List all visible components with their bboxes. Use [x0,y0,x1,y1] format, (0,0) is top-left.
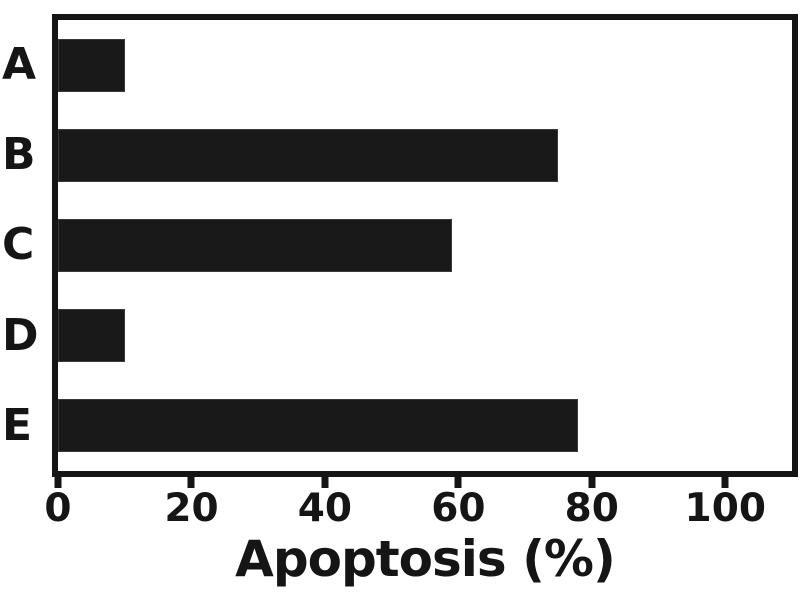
x-tick-mark-80 [588,477,596,488]
x-tick-label-60: 60 [431,486,486,531]
plot-area [52,14,798,477]
x-axis-tick-labels: 0 20 40 60 80 100 [44,486,792,533]
category-label-D: D [2,309,39,361]
bar-row-D [58,291,792,381]
category-label-row-E: E [0,381,46,471]
category-label-A: A [2,39,37,91]
x-tick-mark-60 [454,477,462,488]
bar-C [58,218,452,272]
x-tick-label-80: 80 [564,486,619,531]
category-label-row-D: D [0,291,46,381]
x-axis-tick-marks [54,477,792,489]
bar-row-A [58,20,792,110]
category-label-row-C: C [0,200,46,290]
x-tick-label-40: 40 [297,486,353,531]
bar-A [58,38,125,92]
x-tick-label-20: 20 [164,486,219,531]
category-label-C: C [2,219,35,271]
category-label-E: E [2,399,33,451]
category-label-row-B: B [0,110,46,200]
x-tick-mark-0 [54,477,62,488]
category-label-B: B [2,129,36,181]
category-label-row-A: A [0,20,46,110]
x-tick-mark-20 [187,477,195,488]
bar-D [58,309,125,363]
x-tick-mark-40 [321,477,329,488]
bar-B [58,128,559,182]
x-tick-label-0: 0 [44,486,72,531]
bar-row-C [58,200,792,290]
x-tick-mark-100 [721,477,729,488]
bar-E [58,399,579,453]
bar-row-B [58,110,792,200]
x-axis-title: Apoptosis (%) [235,530,616,588]
x-tick-label-100: 100 [684,486,766,531]
bar-row-E [58,381,792,471]
bars-container [58,20,792,471]
